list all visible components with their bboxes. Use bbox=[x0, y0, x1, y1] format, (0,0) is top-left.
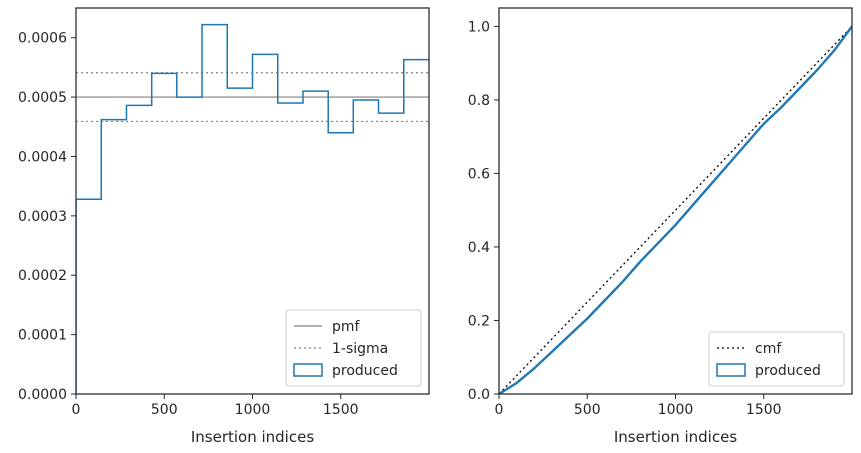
y-tick-label: 0.0002 bbox=[18, 268, 67, 284]
y-tick-label: 0.0006 bbox=[18, 31, 67, 47]
x-tick-label: 0 bbox=[72, 402, 81, 418]
legend-swatch-produced bbox=[716, 363, 746, 377]
y-tick-label: 0.4 bbox=[468, 240, 490, 256]
legend: pmf 1-sigma produced bbox=[285, 309, 422, 387]
x-axis-title: Insertion indices bbox=[614, 428, 737, 446]
right-chart-cumulative: 0 500 1000 1500 0.0 0.2 0.4 0.6 0.8 1.0 Insertion … bbox=[468, 7, 853, 446]
legend-label-cmf: cmf bbox=[755, 341, 782, 357]
x-tick-label: 500 bbox=[151, 402, 178, 418]
legend-box bbox=[708, 331, 845, 387]
y-tick-label: 0.0001 bbox=[18, 328, 67, 344]
series-produced-step bbox=[76, 23, 429, 394]
left-chart-histogram: 0 500 1000 1500 0.0000 0.0001 0.0002 0.0003 0.00… bbox=[18, 7, 430, 446]
x-tick-label: 1500 bbox=[323, 402, 359, 418]
x-tick-label: 1000 bbox=[658, 402, 694, 418]
y-tick-label: 0.6 bbox=[468, 166, 490, 182]
y-tick-label: 1.0 bbox=[468, 19, 490, 35]
legend-label-pmf: pmf bbox=[332, 319, 361, 335]
legend-label-produced: produced bbox=[755, 363, 821, 379]
legend-label-1-sigma: 1-sigma bbox=[332, 341, 388, 357]
y-tick-label: 0.0003 bbox=[18, 209, 67, 225]
x-tick-label: 500 bbox=[574, 402, 601, 418]
legend-swatch-produced bbox=[293, 363, 323, 377]
plot-area bbox=[499, 25, 852, 394]
legend: cmf produced bbox=[708, 331, 845, 387]
x-axis-title: Insertion indices bbox=[191, 428, 314, 446]
x-tick-label: 1500 bbox=[746, 402, 782, 418]
y-tick-label: 0.0 bbox=[468, 387, 490, 403]
legend-label-produced: produced bbox=[332, 363, 398, 379]
y-tick-label: 0.8 bbox=[468, 93, 490, 109]
y-tick-label: 0.2 bbox=[468, 313, 490, 329]
legend-box bbox=[285, 309, 422, 387]
x-tick-label: 0 bbox=[495, 402, 504, 418]
y-tick-label: 0.0005 bbox=[18, 90, 67, 106]
plot-area bbox=[76, 23, 429, 394]
y-tick-label: 0.0000 bbox=[18, 387, 67, 403]
x-tick-label: 1000 bbox=[235, 402, 271, 418]
y-tick-label: 0.0004 bbox=[18, 149, 67, 165]
